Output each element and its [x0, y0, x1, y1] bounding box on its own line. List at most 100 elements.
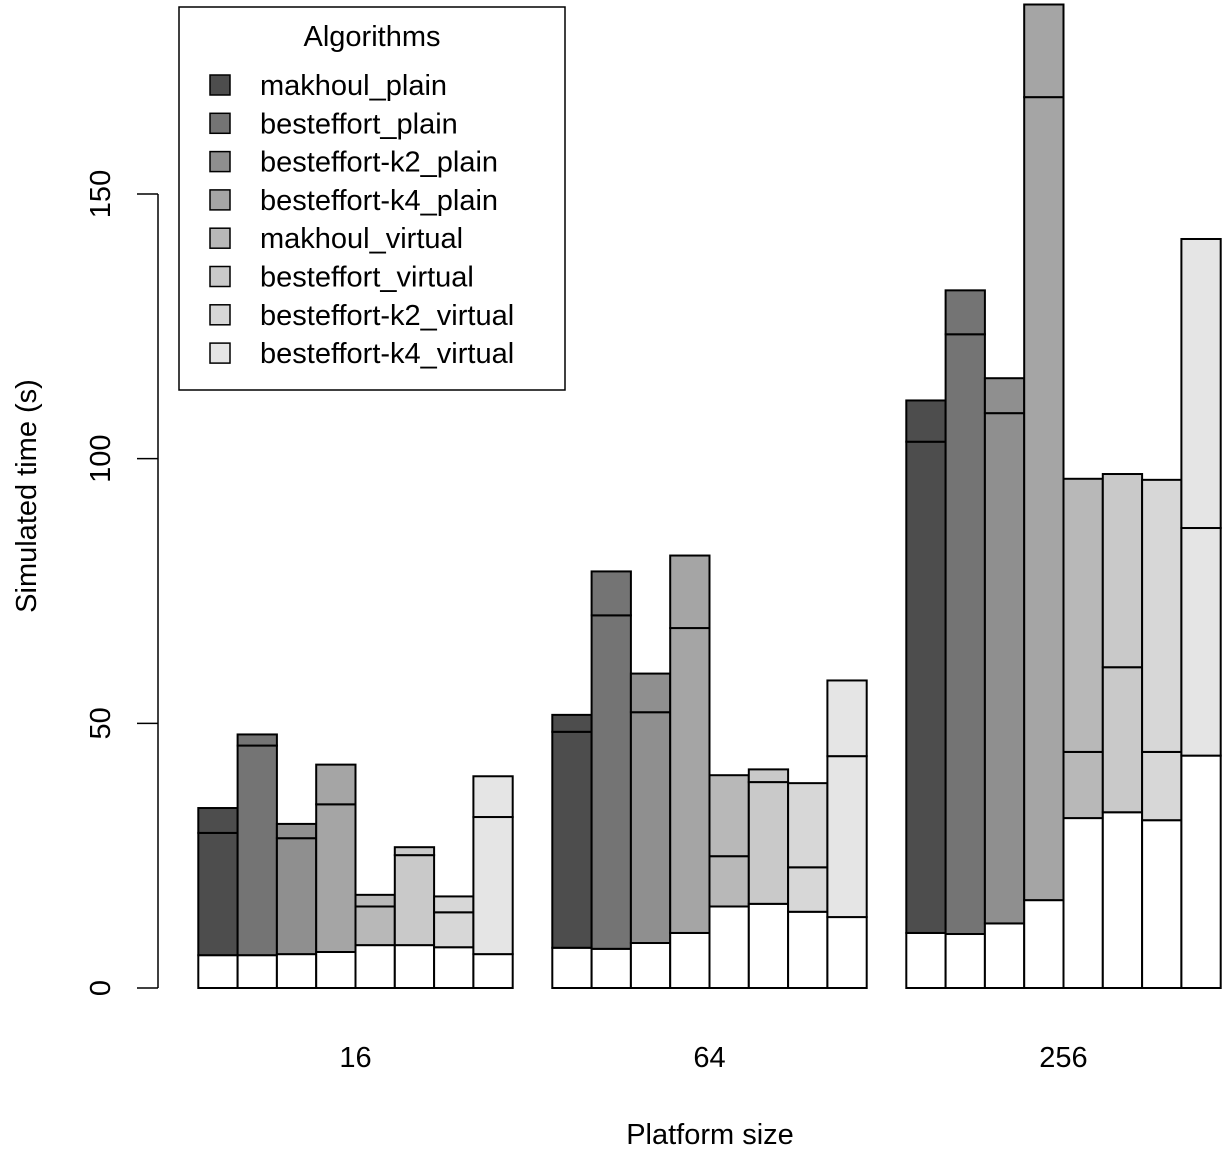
legend-swatch	[209, 189, 231, 211]
legend-box	[178, 6, 566, 391]
bar-segment-middle	[669, 627, 711, 934]
bar-segment-lower	[315, 951, 357, 989]
bar-makhoul_plain-256	[905, 399, 947, 990]
bar-segment-middle	[787, 866, 829, 913]
legend-title: Algorithms	[304, 21, 441, 53]
bar-segment-upper	[944, 289, 986, 336]
y-tick-label: 0	[85, 980, 117, 996]
y-tick-label: 50	[85, 707, 117, 739]
bar-segment-lower	[669, 931, 711, 990]
bars-layer	[197, 3, 1222, 990]
bar-segment-upper	[315, 763, 357, 806]
bar-segment-lower	[1062, 817, 1104, 990]
bar-segment-lower	[747, 902, 790, 990]
bar-besteffort_virtual-256	[1101, 473, 1144, 990]
legend-entry-besteffort-k4_plain: besteffort-k4_plain	[209, 185, 498, 217]
legend-swatch	[209, 304, 231, 326]
bar-besteffort_plain-256	[944, 289, 986, 990]
bar-segment-upper	[747, 768, 790, 784]
legend-label: makhoul_virtual	[260, 223, 463, 255]
bar-besteffort-k2_plain-256	[983, 377, 1026, 990]
bar-besteffort-k2_virtual-16	[433, 895, 475, 989]
bar-segment-lower	[944, 933, 986, 990]
bar-segment-upper	[551, 713, 593, 733]
legend-swatch	[209, 150, 231, 173]
y-tick-label: 150	[85, 170, 117, 218]
legend-entry-besteffort-k4_virtual: besteffort-k4_virtual	[209, 338, 514, 370]
bar-segment-upper	[275, 822, 318, 840]
bar-segment-middle	[551, 730, 593, 949]
bar-segment-upper	[354, 893, 396, 908]
x-tick-label: 16	[339, 1042, 371, 1074]
bar-segment-middle	[197, 831, 239, 957]
bar-segment-middle	[1023, 96, 1065, 902]
bar-segment-upper	[1062, 477, 1104, 753]
y-axis: 0 50 100 150	[85, 170, 159, 996]
legend-swatch	[209, 112, 231, 135]
x-tick-label: 256	[1039, 1042, 1087, 1074]
y-tick-label: 100	[85, 434, 117, 482]
bar-besteffort-k4_plain-64	[669, 554, 711, 990]
bar-segment-upper	[826, 679, 868, 758]
bar-segment-lower	[1141, 819, 1183, 989]
bar-makhoul_virtual-64	[708, 774, 750, 989]
bar-segment-upper	[983, 377, 1026, 415]
bar-segment-middle	[1141, 750, 1183, 822]
bar-segment-upper	[236, 733, 278, 747]
bar-segment-middle	[983, 412, 1026, 925]
bar-segment-middle	[1062, 750, 1104, 820]
legend: Algorithms makhoul_plain besteffort_plain…	[178, 6, 566, 391]
legend-label: besteffort-k2_plain	[260, 147, 498, 179]
bar-segment-lower	[787, 910, 829, 990]
bar-segment-middle	[315, 803, 357, 954]
bar-segment-lower	[1023, 899, 1065, 990]
bar-segment-middle	[236, 744, 278, 957]
bar-segment-middle	[393, 854, 436, 947]
bar-makhoul_plain-64	[551, 713, 593, 990]
bar-segment-upper	[669, 554, 711, 630]
legend-entry-besteffort_virtual: besteffort_virtual	[209, 262, 474, 294]
bar-segment-middle	[590, 614, 632, 950]
bar-segment-lower	[551, 946, 593, 990]
legend-entry-besteffort-k2_plain: besteffort-k2_plain	[209, 147, 498, 179]
bar-segment-upper	[393, 846, 436, 857]
legend-entry-makhoul_plain: makhoul_plain	[209, 70, 447, 102]
bar-segment-middle	[905, 440, 947, 934]
legend-label: besteffort-k4_virtual	[260, 338, 514, 370]
bar-makhoul_plain-16	[197, 807, 239, 989]
bar-segment-middle	[944, 333, 986, 936]
bar-besteffort_plain-16	[236, 733, 278, 989]
bar-besteffort-k2_plain-64	[629, 672, 672, 990]
bar-segment-lower	[983, 922, 1026, 990]
bar-segment-upper	[708, 774, 750, 858]
legend-label: besteffort-k2_virtual	[260, 300, 514, 332]
legend-swatch	[209, 74, 231, 96]
bar-segment-middle	[708, 855, 750, 908]
x-axis: 16 64 256	[339, 1042, 1087, 1074]
bar-segment-upper	[1180, 237, 1222, 530]
bar-besteffort-k4_plain-16	[315, 763, 357, 989]
bar-segment-lower	[590, 947, 632, 990]
bar-besteffort-k2_plain-16	[275, 822, 318, 989]
bar-segment-middle	[1101, 666, 1144, 814]
bar-segment-upper	[905, 399, 947, 443]
legend-label: besteffort_plain	[260, 108, 458, 140]
bar-segment-lower	[197, 954, 239, 989]
bar-besteffort-k4_virtual-256	[1180, 237, 1222, 990]
bar-segment-upper	[629, 672, 672, 714]
bar-segment-lower	[905, 931, 947, 990]
bar-segment-upper	[433, 895, 475, 914]
legend-entry-besteffort_plain: besteffort_plain	[209, 108, 458, 140]
legend-label: besteffort-k4_plain	[260, 185, 498, 217]
bar-segment-upper	[472, 775, 514, 819]
bar-segment-middle	[275, 837, 318, 956]
legend-swatch	[209, 342, 231, 364]
legend-label: besteffort_virtual	[260, 262, 474, 294]
bar-segment-upper	[590, 570, 632, 617]
bar-segment-lower	[433, 946, 475, 989]
bar-makhoul_virtual-16	[354, 893, 396, 989]
bar-segment-lower	[275, 953, 318, 989]
x-axis-title: Platform size	[626, 1119, 794, 1149]
bar-besteffort_virtual-16	[393, 846, 436, 989]
